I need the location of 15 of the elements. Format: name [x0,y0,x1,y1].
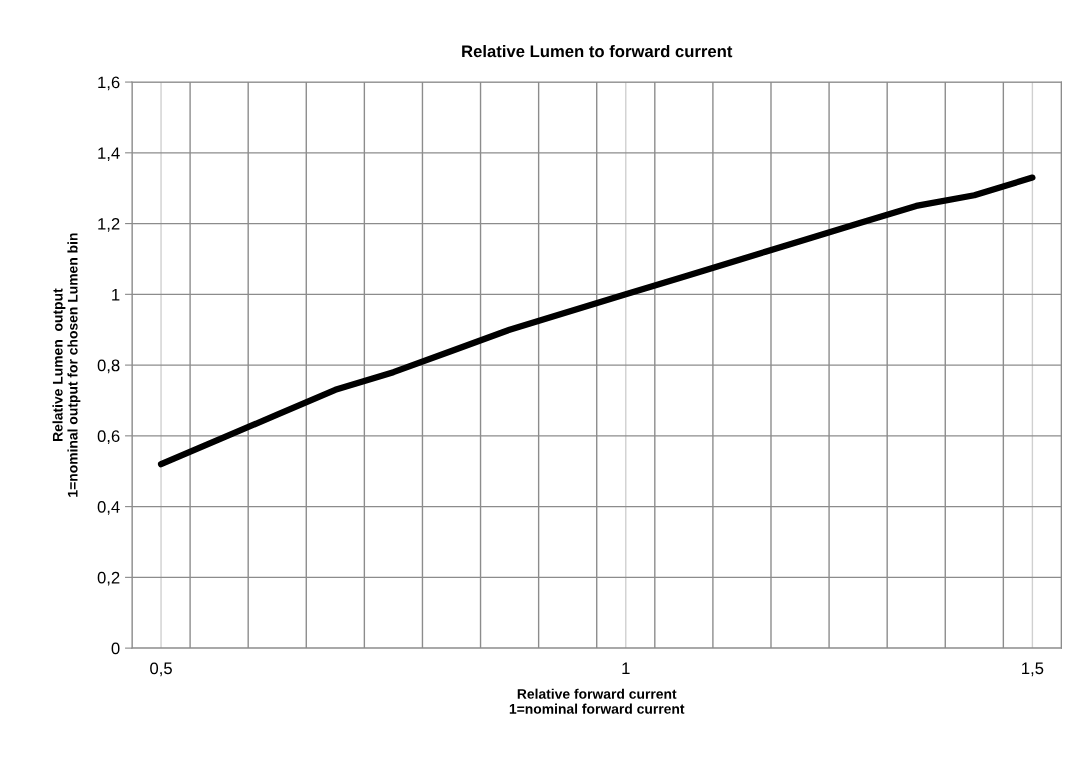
x-tick-label: 1 [622,662,630,675]
y-axis-title: Relative Lumen output 1=nominal output for chosen Lumen bin [52,233,81,497]
x-tick-label: 1,5 [1022,662,1044,677]
y-tick-label: 1 [112,288,120,301]
y-tick-label: 0,2 [97,571,120,586]
y-tick-label: 0,8 [97,359,120,374]
y-tick-label: 0,6 [97,430,120,445]
x-tick-label: 0,5 [150,662,172,677]
y-tick-label: 0,4 [97,501,120,515]
y-tick-label: 1,6 [98,76,120,91]
y-tick-label: 0 [111,642,120,655]
chart-title: Relative Lumen to forward current [462,44,733,58]
y-tick-label: 1,4 [98,147,120,161]
y-tick-label: 1,2 [98,217,120,232]
x-axis-title: Relative forward current 1=nominal forward current [509,688,685,714]
